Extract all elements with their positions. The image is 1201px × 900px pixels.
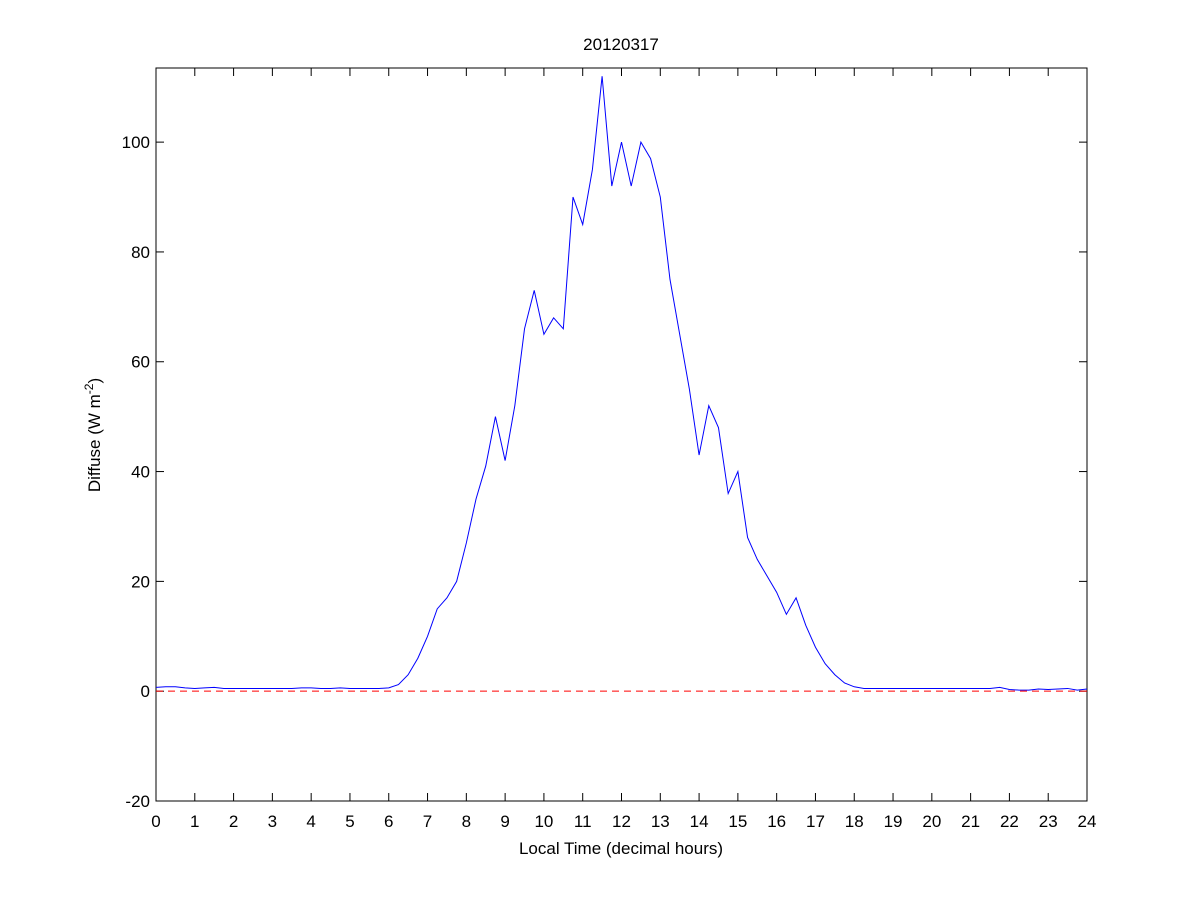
y-axis-label-suffix: )	[85, 378, 104, 384]
y-tick-label: 100	[122, 133, 150, 152]
data-line	[155, 76, 1088, 691]
x-tick-label: 3	[268, 812, 277, 831]
x-tick-label: 18	[845, 812, 864, 831]
x-tick-label: 22	[1000, 812, 1019, 831]
x-tick-label: 0	[151, 812, 160, 831]
plot-area	[155, 67, 1088, 802]
x-tick-label: 20	[922, 812, 941, 831]
x-tick-label: 24	[1078, 812, 1097, 831]
x-tick-label: 1	[190, 812, 199, 831]
x-tick-label: 8	[462, 812, 471, 831]
y-tick-label: 60	[131, 353, 150, 372]
x-tick-label: 15	[728, 812, 747, 831]
x-tick-label: 4	[306, 812, 315, 831]
y-tick-label: 0	[141, 682, 150, 701]
x-tick-label: 2	[229, 812, 238, 831]
x-tick-label: 6	[384, 812, 393, 831]
x-tick-label: 21	[961, 812, 980, 831]
x-tick-label: 12	[612, 812, 631, 831]
x-tick-label: 17	[806, 812, 825, 831]
y-tick-label: 20	[131, 572, 150, 591]
x-tick-label: 11	[574, 812, 592, 831]
chart-title: 20120317	[583, 35, 659, 54]
x-tick-label: 10	[534, 812, 553, 831]
y-tick-label: -20	[125, 792, 150, 811]
x-tick-label: 5	[345, 812, 354, 831]
y-axis-label-text: Diffuse (W m	[85, 394, 104, 492]
x-tick-label: 9	[500, 812, 509, 831]
y-tick-label: 80	[131, 243, 150, 262]
y-tick-label: 40	[131, 463, 150, 482]
x-tick-label: 14	[690, 812, 709, 831]
x-axis-label: Local Time (decimal hours)	[519, 839, 723, 858]
x-tick-label: 7	[423, 812, 432, 831]
x-tick-label: 16	[767, 812, 786, 831]
x-tick-label: 23	[1039, 812, 1058, 831]
x-tick-label: 19	[884, 812, 903, 831]
x-tick-label: 13	[651, 812, 670, 831]
y-axis-label-superscript: -2	[82, 383, 96, 394]
y-axis-label: Diffuse (W m-2)	[82, 378, 104, 492]
